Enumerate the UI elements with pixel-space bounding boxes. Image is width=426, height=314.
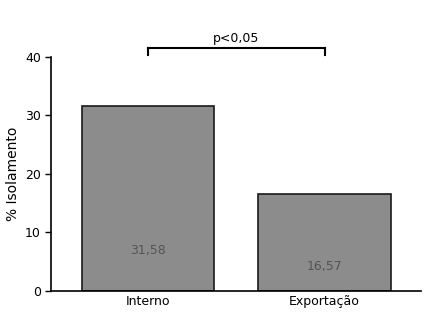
Y-axis label: % Isolamento: % Isolamento bbox=[6, 126, 20, 221]
Text: 31,58: 31,58 bbox=[130, 244, 166, 257]
Text: p<0,05: p<0,05 bbox=[213, 32, 259, 45]
Bar bbox=[82, 106, 214, 290]
Bar bbox=[258, 194, 390, 290]
Text: 16,57: 16,57 bbox=[306, 260, 342, 273]
